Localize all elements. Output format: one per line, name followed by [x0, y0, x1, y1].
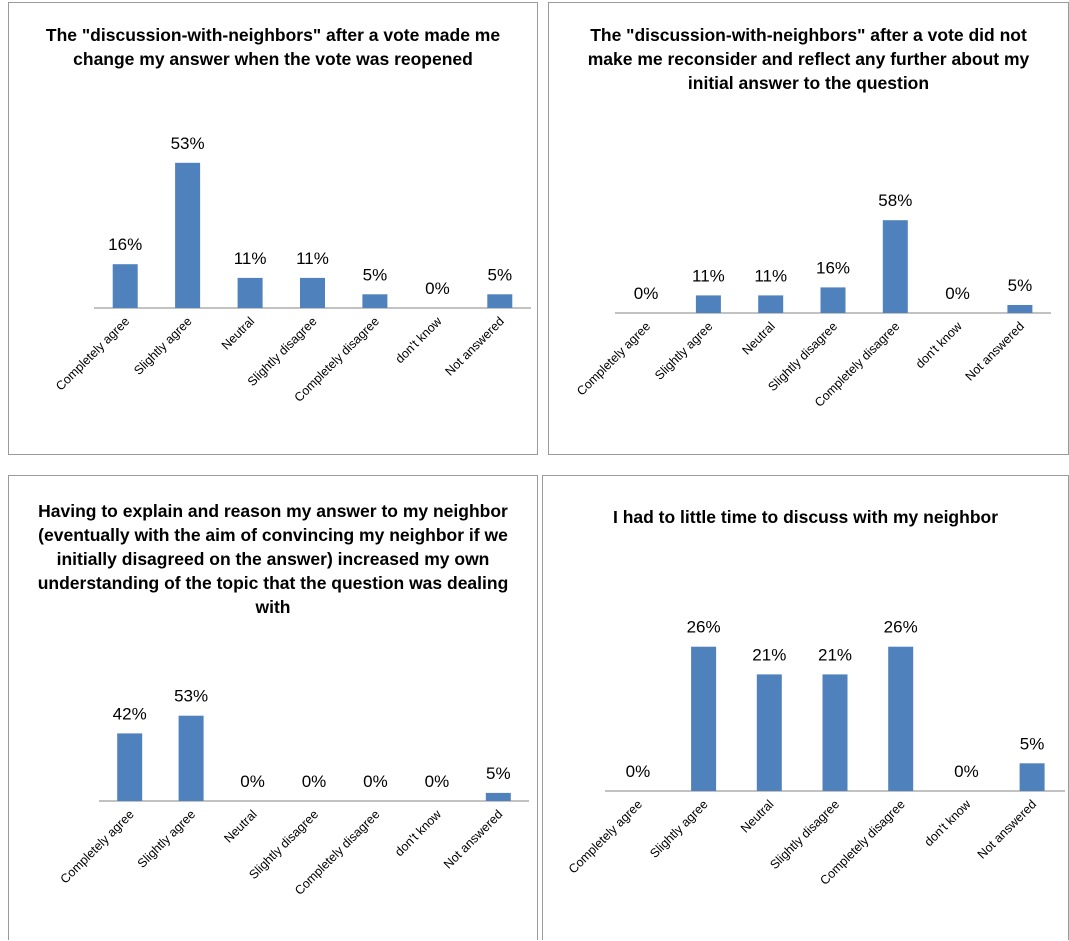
category-label: Neutral — [738, 797, 776, 835]
data-label: 11% — [692, 266, 725, 285]
data-label: 5% — [488, 265, 513, 284]
category-label: Slightly agree — [135, 807, 198, 870]
data-label: 5% — [1008, 276, 1033, 295]
category-label: Completely agree — [574, 319, 653, 398]
bar-slightly-disagree — [822, 674, 848, 791]
bar-not-answered — [1007, 305, 1033, 313]
category-label: Slightly agree — [131, 314, 194, 377]
chart-panel-not-reconsider: The "discussion-with-neighbors" after a … — [548, 2, 1069, 455]
category-label: Slightly agree — [652, 319, 715, 382]
category-label: Completely agree — [58, 807, 137, 886]
category-label: Slightly agree — [647, 797, 710, 860]
data-label: 0% — [626, 762, 651, 781]
bar-neutral — [237, 277, 263, 308]
chart-panel-explain-understanding: Having to explain and reason my answer t… — [8, 475, 538, 940]
bar-chart-little-time: 0% Completely agree 26% Slightly agree 21% Ne… — [566, 618, 1065, 888]
bar-not-answered — [1019, 763, 1045, 792]
category-label: Neutral — [219, 314, 257, 352]
data-label: 11% — [234, 249, 267, 268]
chart-panel-change-answer: The "discussion-with-neighbors" after a … — [8, 2, 538, 455]
category-label: don't know — [392, 807, 445, 860]
data-label: 53% — [174, 687, 208, 706]
data-label: 26% — [884, 618, 918, 637]
bar-slightly-agree — [691, 646, 717, 791]
data-label: 0% — [302, 772, 327, 791]
bar-completely-agree — [112, 264, 138, 308]
category-label: Neutral — [739, 319, 777, 357]
category-label: Not answered — [975, 797, 1039, 861]
chart-panel-little-time: I had to little time to discuss with my … — [542, 475, 1069, 940]
data-label: 42% — [113, 704, 147, 723]
data-label: 0% — [240, 772, 265, 791]
data-label: 0% — [954, 762, 979, 781]
bar-not-answered — [485, 792, 511, 801]
data-label: 16% — [816, 258, 850, 277]
category-label: don't know — [913, 319, 966, 372]
category-label: Slightly disagree — [767, 797, 842, 872]
chart-title: Having to explain and reason my answer t… — [37, 501, 509, 617]
data-label: 0% — [425, 772, 450, 791]
data-label: 26% — [687, 618, 721, 637]
chart-title: I had to little time to discuss with my … — [612, 507, 999, 527]
category-label: Completely agree — [566, 797, 645, 876]
data-label: 53% — [171, 134, 205, 153]
data-label: 21% — [752, 645, 786, 664]
category-label: Neutral — [221, 807, 259, 845]
bar-chart-change-answer: 16% Completely agree 53% Slightly agree 11% N… — [53, 134, 531, 405]
bar-slightly-agree — [178, 715, 204, 801]
data-label: 16% — [108, 235, 142, 254]
chart-title: The "discussion-with-neighbors" after a … — [45, 25, 501, 69]
category-label: Not answered — [963, 319, 1027, 383]
category-label: Not answered — [441, 807, 505, 871]
data-label: 5% — [363, 265, 388, 284]
bar-slightly-agree — [175, 162, 201, 308]
bar-neutral — [758, 295, 784, 313]
data-label: 0% — [425, 279, 450, 298]
bar-chart-not-reconsider: 0% Completely agree 11% Slightly agree 11% Ne… — [574, 191, 1051, 410]
data-label: 11% — [754, 266, 787, 285]
bar-slightly-disagree — [820, 287, 846, 313]
bar-completely-disagree — [888, 646, 914, 791]
bar-slightly-disagree — [300, 277, 325, 308]
data-label: 5% — [1020, 734, 1045, 753]
data-label: 21% — [818, 645, 852, 664]
bar-neutral — [756, 674, 782, 791]
bar-completely-disagree — [882, 220, 908, 313]
bar-chart-explain-understanding: 42% Completely agree 53% Slightly agree 0% Ne… — [58, 687, 529, 898]
data-label: 0% — [634, 284, 659, 303]
category-label: don't know — [922, 797, 975, 850]
bar-completely-disagree — [362, 294, 388, 308]
data-label: 5% — [486, 764, 511, 783]
data-label: 0% — [363, 772, 388, 791]
category-label: Completely agree — [53, 314, 132, 393]
chart-title: The "discussion-with-neighbors" after a … — [587, 25, 1030, 93]
bar-not-answered — [487, 294, 513, 308]
data-label: 11% — [296, 249, 329, 268]
bar-completely-agree — [117, 733, 143, 801]
data-label: 0% — [945, 284, 970, 303]
bar-slightly-agree — [695, 295, 721, 313]
data-label: 58% — [878, 191, 912, 210]
category-label: don't know — [393, 314, 446, 367]
category-label: Not answered — [442, 314, 506, 378]
